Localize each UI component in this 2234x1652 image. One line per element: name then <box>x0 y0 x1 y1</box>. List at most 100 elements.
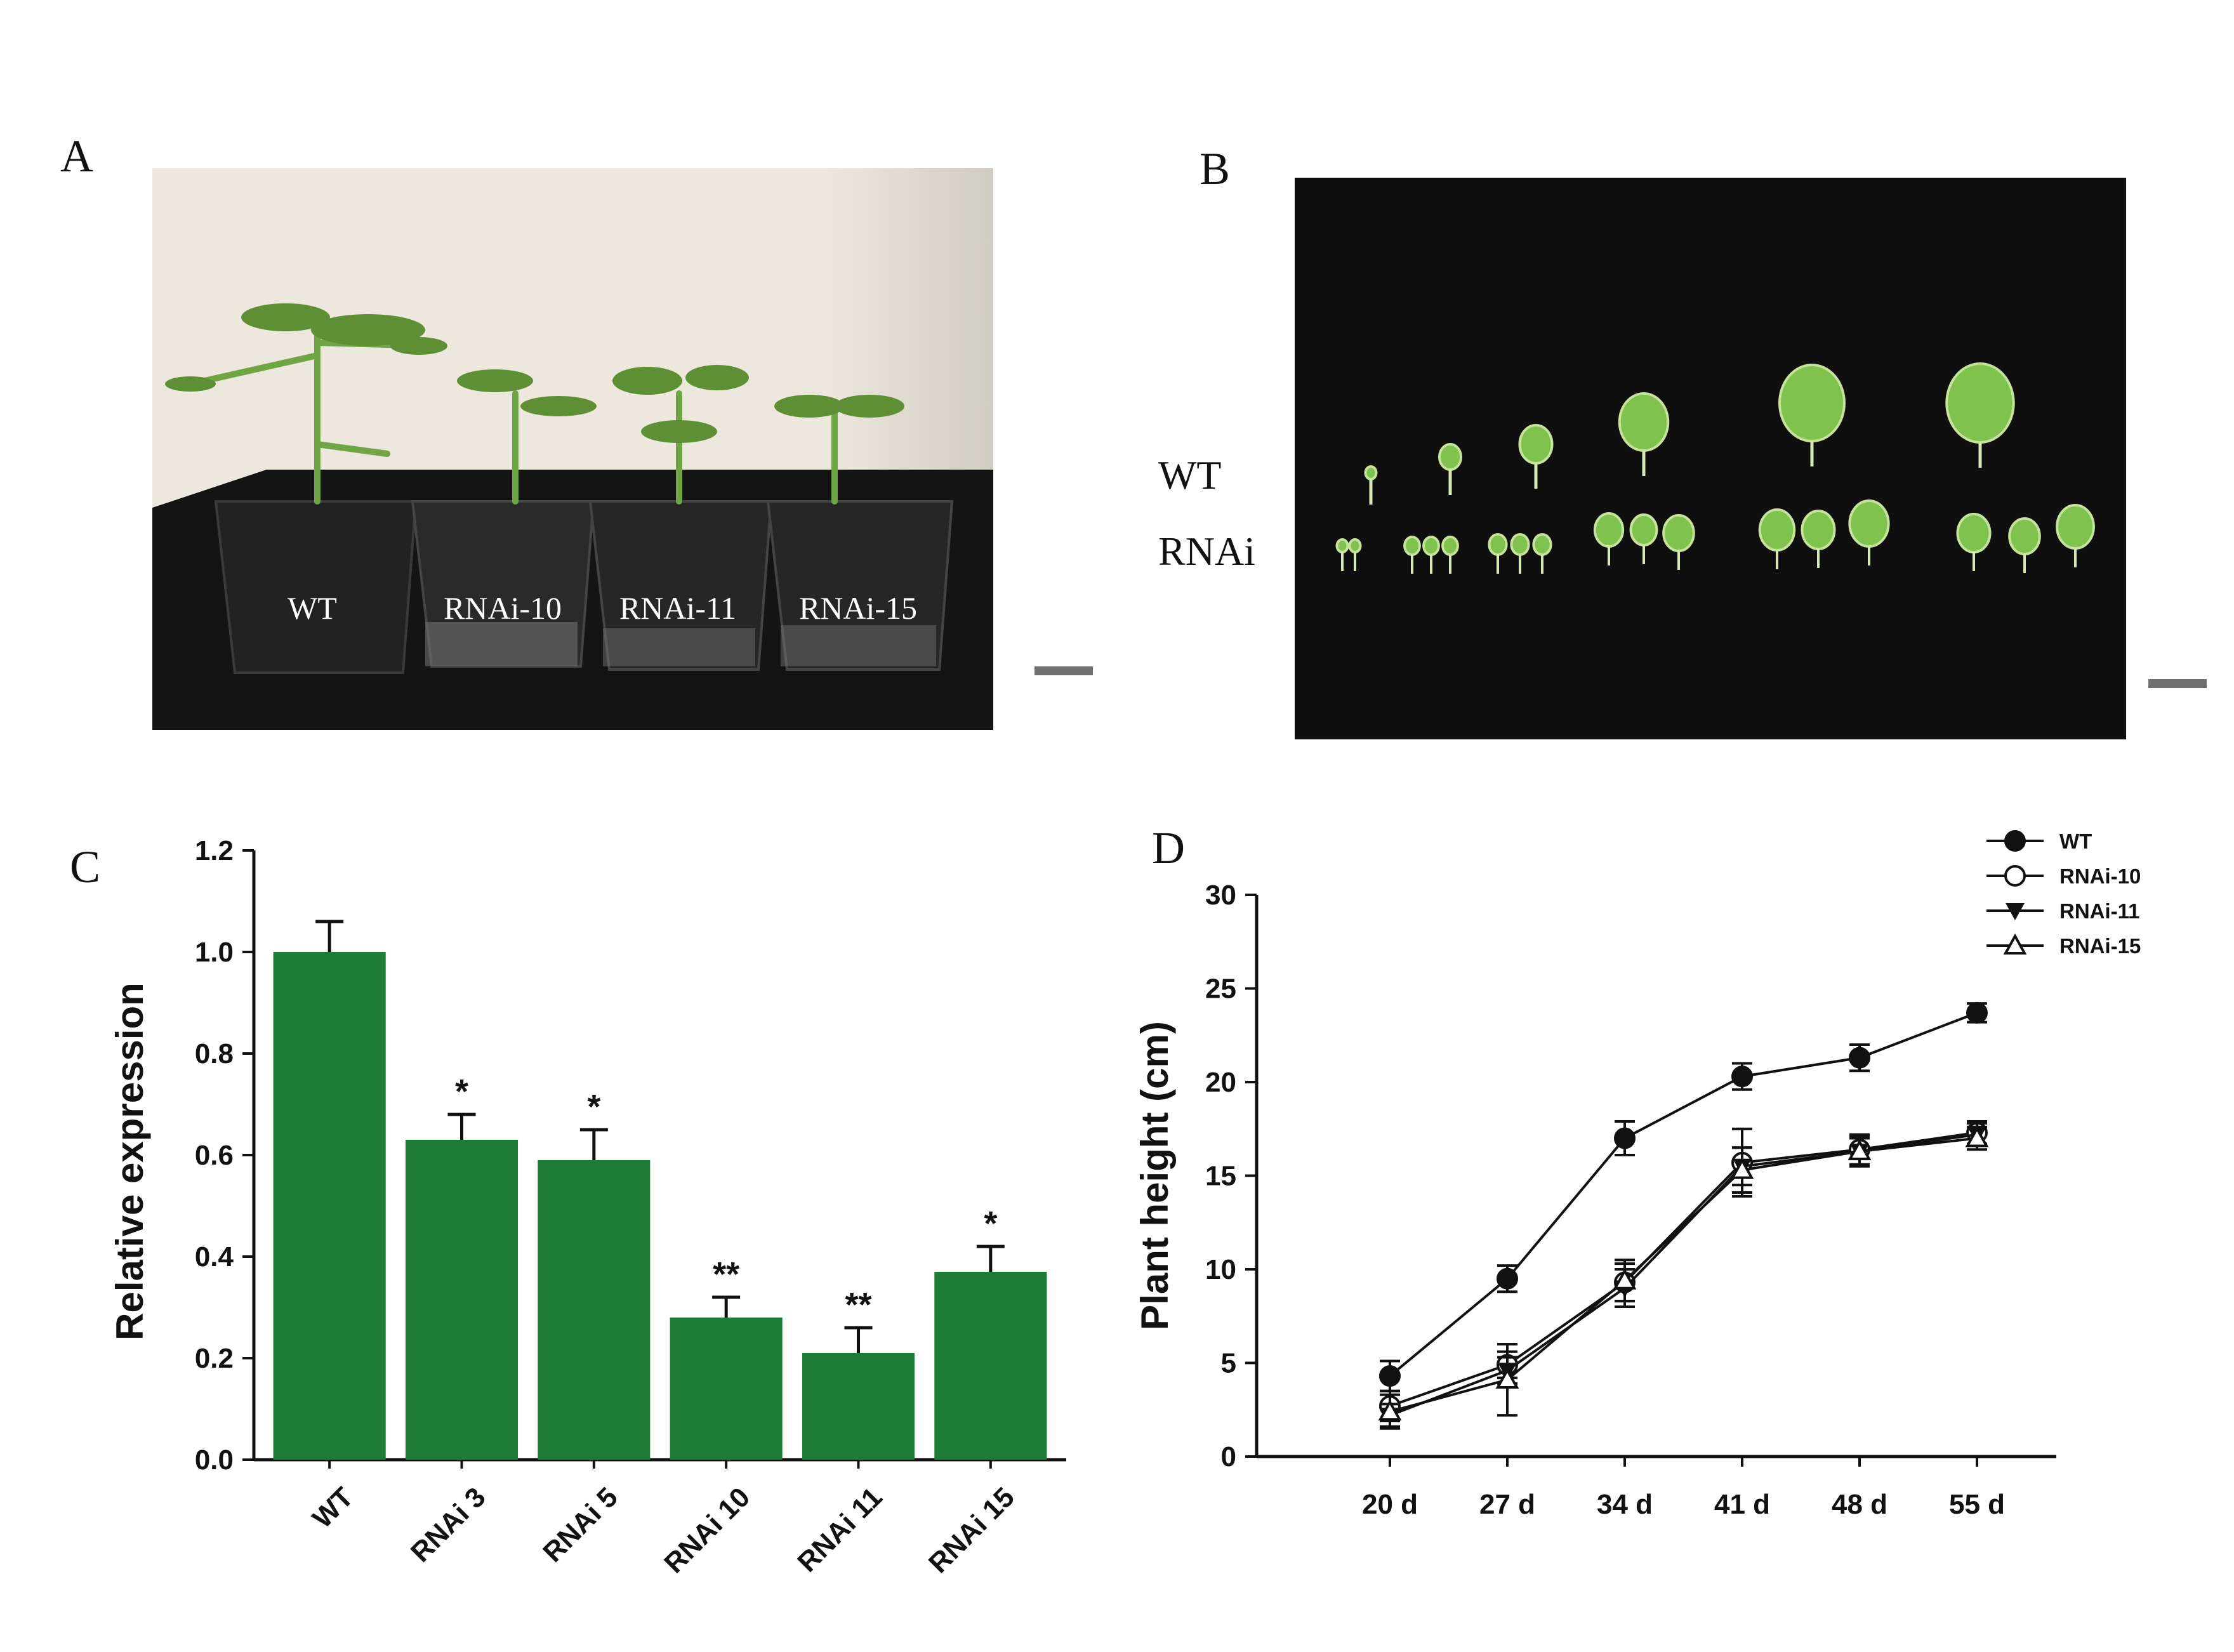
pot-rnai-11 <box>588 500 773 671</box>
series-line <box>1389 1137 1978 1413</box>
data-point <box>1730 1158 1754 1179</box>
leaf-wt <box>1438 443 1462 471</box>
leaf-rnai <box>2008 517 2041 555</box>
y-tick-label: 20 <box>1205 1067 1236 1098</box>
leaf-rnai <box>1510 533 1530 556</box>
row-label-wt: WT <box>1158 453 1222 498</box>
bar <box>405 1140 519 1460</box>
series-line <box>1389 1011 1978 1377</box>
legend-marker <box>2006 903 2025 920</box>
bar <box>273 952 386 1460</box>
legend-marker <box>2004 830 2026 852</box>
x-tick-label: 48 d <box>1832 1489 1887 1520</box>
y-tick-label: 0.2 <box>195 1343 234 1374</box>
leaf-rnai <box>1758 508 1796 552</box>
pots <box>214 500 954 674</box>
x-tick-label: 55 d <box>1949 1489 2005 1520</box>
series-rnai-15 <box>1378 1125 1989 1430</box>
legend: WT RNAi-10 RNAi-11 RNAi-15 <box>1986 829 2141 958</box>
data-point <box>1497 1267 1518 1290</box>
leaf-rnai <box>1422 536 1440 556</box>
data-point <box>1613 1268 1637 1290</box>
leaf-rnai <box>1403 536 1421 556</box>
leaf-rnai <box>1488 533 1508 556</box>
panel-b-letter: B <box>1200 143 1230 194</box>
data-point <box>1614 1127 1636 1149</box>
x-tick-label: RNAi 10 <box>658 1481 756 1579</box>
pot-label-wt: WT <box>288 590 337 626</box>
leaf-rnai <box>1593 512 1625 548</box>
data-point <box>1378 1399 1402 1421</box>
panel-b-photo <box>1295 178 2126 739</box>
significance-mark: * <box>984 1205 997 1243</box>
leaf-rnai <box>2056 504 2095 550</box>
panel-d-letter: D <box>1152 823 1185 873</box>
y-tick-label: 5 <box>1221 1348 1236 1379</box>
pot-label-rnai-15: RNAi-15 <box>799 590 917 626</box>
leaf-rnai <box>1629 513 1658 546</box>
data-point <box>1847 1139 1872 1161</box>
line-chart-plant-height: 0 5 10 15 20 25 30 20 d 27 d 34 d 41 d 48 d 55 d WT RN… <box>1134 829 2141 1520</box>
data-point <box>1731 1066 1753 1088</box>
y-tick-label: 30 <box>1205 880 1236 911</box>
y-tick-label: 1.0 <box>195 937 234 968</box>
row-label-rnai: RNAi <box>1158 529 1255 574</box>
significance-mark: * <box>587 1088 600 1126</box>
bar <box>934 1272 1047 1460</box>
data-point <box>1966 1001 1988 1024</box>
legend-label: RNAi-10 <box>2059 864 2141 888</box>
data-point <box>1849 1047 1870 1069</box>
leaf-rnai <box>1348 538 1362 553</box>
x-tick-label: 41 d <box>1714 1489 1770 1520</box>
x-tick-label: WT <box>307 1481 359 1534</box>
leaf-rnai <box>1532 533 1552 556</box>
x-tick-label: RNAi 5 <box>537 1481 624 1568</box>
bar <box>670 1318 783 1460</box>
data-point <box>1495 1367 1519 1389</box>
leaf-rnai <box>1441 536 1459 556</box>
pot-label-rnai-10: RNAi-10 <box>444 590 562 626</box>
leaf-wt <box>1364 465 1378 480</box>
y-tick-label: 0.6 <box>195 1140 234 1171</box>
x-tick-label: 20 d <box>1362 1489 1418 1520</box>
significance-mark: ** <box>713 1255 739 1293</box>
significance-mark: * <box>455 1073 468 1111</box>
series-line <box>1389 1131 1978 1408</box>
y-tick-label: 0.0 <box>195 1444 234 1476</box>
scale-bar-a <box>1034 666 1093 675</box>
leaf-rnai <box>1801 510 1836 550</box>
legend-label: RNAi-15 <box>2059 934 2141 958</box>
x-tick-label: RNAi 15 <box>923 1481 1021 1579</box>
y-tick-label: 0 <box>1221 1441 1236 1472</box>
scale-bar-b <box>2148 679 2207 688</box>
bar <box>802 1353 915 1460</box>
leaf-rnai <box>1335 538 1349 553</box>
leaf-wt <box>1518 424 1554 465</box>
data-point <box>1965 1126 1989 1147</box>
significance-mark: ** <box>845 1286 871 1324</box>
y-axis-title: Plant height (cm) <box>1134 1021 1176 1330</box>
leaf-wt <box>1778 364 1846 442</box>
legend-marker <box>2004 865 2026 887</box>
y-tick-label: 15 <box>1205 1161 1236 1192</box>
pot-wt <box>214 500 418 674</box>
panel-c-letter: C <box>70 842 100 892</box>
series-rnai-11 <box>1380 1121 1987 1428</box>
x-tick-label: RNAi 3 <box>405 1481 492 1568</box>
panel-a-letter: A <box>60 131 93 182</box>
y-tick-label: 10 <box>1205 1254 1236 1285</box>
x-tick-label: 34 d <box>1597 1489 1653 1520</box>
leaf-rnai <box>1662 514 1695 552</box>
legend-label: WT <box>2059 829 2092 853</box>
pot-label-rnai-11: RNAi-11 <box>619 590 736 626</box>
x-tick-label: RNAi 11 <box>791 1481 888 1578</box>
series-wt <box>1379 1001 1988 1392</box>
bar-chart-relative-expression: 0.0 0.2 0.4 0.6 0.8 1.0 1.2 WT * RNAi 3 * RNAi 5 ** R… <box>109 835 1066 1579</box>
bar <box>538 1160 651 1460</box>
legend-marker <box>2003 933 2027 955</box>
y-tick-label: 0.8 <box>195 1038 234 1069</box>
series-line <box>1389 1133 1978 1417</box>
legend-label: RNAi-11 <box>2059 899 2140 923</box>
leaf-rnai <box>1956 513 1992 553</box>
